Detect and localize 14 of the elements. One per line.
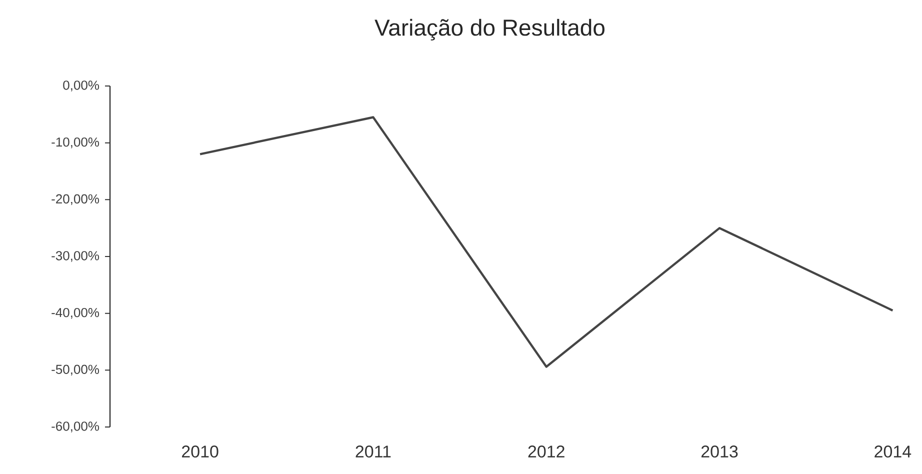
y-tick-label: 0,00% — [63, 80, 100, 92]
y-tick-label: -60,00% — [52, 422, 100, 432]
y-tick-label: -10,00% — [52, 137, 100, 148]
y-tick-label: -30,00% — [52, 251, 100, 262]
x-tick-label: 2013 — [701, 446, 738, 458]
x-tick-label: 2012 — [528, 446, 564, 458]
y-tick-label: -50,00% — [52, 364, 100, 376]
x-tick-label: 2010 — [182, 446, 218, 458]
chart-title: Variação do Resultado — [374, 18, 604, 40]
line-series — [198, 116, 894, 368]
x-tick-label: 2011 — [356, 446, 391, 458]
y-tick-label: -20,00% — [52, 194, 100, 206]
y-tick-label: -40,00% — [52, 308, 100, 319]
x-tick-label: 2014 — [874, 446, 912, 458]
